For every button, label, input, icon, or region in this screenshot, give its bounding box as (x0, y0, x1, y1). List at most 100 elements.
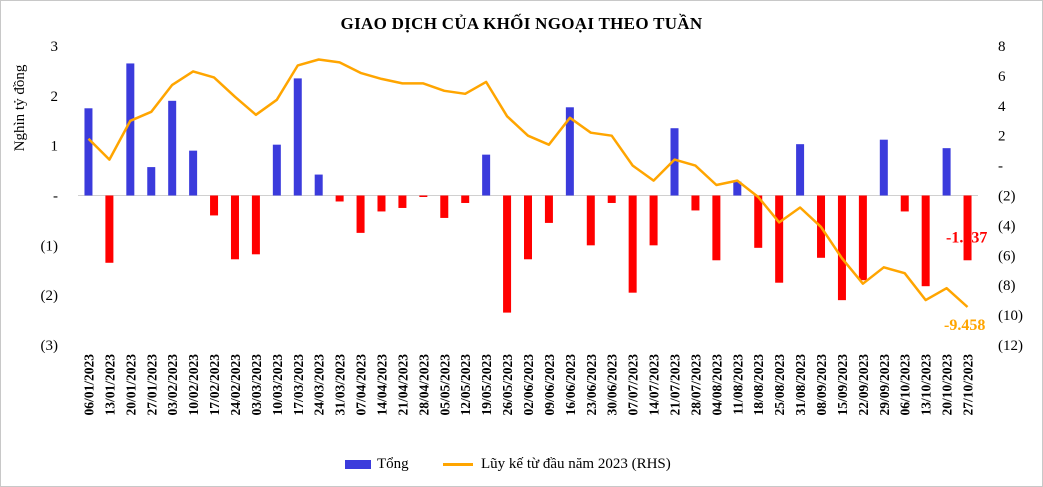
chart-title: GIAO DỊCH CỦA KHỐI NGOẠI THEO TUẦN (340, 14, 703, 33)
y-tick-label-left: (1) (41, 238, 59, 254)
legend-swatch-line (443, 463, 473, 466)
y-tick-label-left: 3 (51, 39, 59, 55)
y-tick-label-right: (12) (998, 338, 1023, 354)
x-tick-label: 10/02/2023 (186, 354, 201, 416)
bar (649, 195, 658, 246)
bar (754, 195, 763, 248)
x-tick-label: 31/03/2023 (333, 354, 348, 416)
bar (440, 195, 449, 218)
y-tick-label-left: (3) (41, 338, 59, 354)
x-tick-label: 27/01/2023 (144, 354, 159, 416)
x-tick-label: 26/05/2023 (500, 354, 515, 416)
x-tick-label: 13/01/2023 (102, 354, 117, 416)
bar (691, 195, 700, 211)
x-tick-label: 09/06/2023 (542, 354, 557, 416)
series-line-luy-ke (87, 58, 969, 308)
bar (837, 195, 846, 301)
bar (879, 139, 888, 196)
x-tick-label: 20/10/2023 (940, 354, 955, 416)
x-tick-label: 05/05/2023 (437, 354, 452, 416)
bar (921, 195, 930, 287)
x-tick-label: 20/01/2023 (123, 354, 138, 416)
x-tick-label: 30/06/2023 (605, 354, 620, 416)
bar (544, 195, 553, 223)
x-tick-label: 12/05/2023 (458, 354, 473, 416)
bar (963, 195, 972, 261)
x-tick-label: 06/01/2023 (82, 354, 97, 416)
x-tick-label: 14/04/2023 (375, 354, 390, 416)
x-tick-label: 25/08/2023 (772, 354, 787, 416)
bar (168, 100, 177, 196)
bar (210, 195, 219, 216)
x-tick-label: 10/03/2023 (270, 354, 285, 416)
x-tick-label: 24/02/2023 (228, 354, 243, 416)
y-tick-label-right: (6) (998, 248, 1016, 264)
y-tick-label-left: (2) (41, 288, 59, 304)
bar (628, 195, 637, 293)
bar (377, 195, 386, 212)
legend-item-luy-ke: Lũy kế từ đầu năm 2023 (RHS) (443, 456, 671, 473)
bar (775, 195, 784, 283)
bar (858, 195, 867, 281)
bar (251, 195, 260, 255)
bar (230, 195, 239, 260)
bar (105, 195, 114, 263)
y-tick-label-right: 6 (998, 69, 1006, 85)
bar (482, 154, 491, 196)
bar (900, 195, 909, 212)
bar (84, 108, 93, 196)
x-tick-label: 19/05/2023 (479, 354, 494, 416)
x-tick-label: 02/06/2023 (521, 354, 536, 416)
bar (670, 128, 679, 196)
x-tick-label: 31/08/2023 (793, 354, 808, 416)
bar (314, 174, 323, 196)
x-tick-label: 04/08/2023 (709, 354, 724, 416)
bar (524, 195, 532, 260)
bar (942, 148, 951, 196)
x-tick-label: 22/09/2023 (856, 354, 871, 416)
y-tick-label-left: 1 (51, 139, 59, 155)
bar (419, 195, 428, 197)
x-tick-label: 08/09/2023 (814, 354, 829, 416)
data-label-last-bar: -1.037 (946, 229, 987, 246)
bar (607, 195, 616, 203)
x-tick-label: 24/03/2023 (312, 354, 327, 416)
x-tick-label: 28/04/2023 (416, 354, 431, 416)
y-tick-label-right: 2 (998, 129, 1006, 145)
data-label-last-line: -9.458 (944, 317, 985, 334)
bar (293, 78, 302, 196)
x-tick-label: 21/07/2023 (668, 354, 683, 416)
legend-label-luy-ke: Lũy kế từ đầu năm 2023 (RHS) (481, 456, 671, 472)
bar (272, 144, 281, 196)
x-tick-label: 15/09/2023 (835, 354, 850, 416)
y-tick-label-left: - (53, 189, 58, 205)
bar (189, 150, 198, 196)
y-tick-label-right: - (998, 159, 1003, 175)
bar (398, 195, 407, 208)
x-tick-label: 07/04/2023 (354, 354, 369, 416)
x-tick-label: 21/04/2023 (395, 354, 410, 416)
x-tick-label: 23/06/2023 (584, 354, 599, 416)
x-tick-label: 14/07/2023 (647, 354, 662, 416)
bar (356, 195, 365, 233)
bar (712, 195, 721, 261)
x-tick-label: 17/03/2023 (291, 354, 306, 416)
bar (565, 107, 574, 196)
bar (461, 195, 470, 203)
x-tick-label: 28/07/2023 (688, 354, 703, 416)
bar (503, 195, 512, 313)
x-tick-label: 29/09/2023 (877, 354, 892, 416)
x-tick-label: 17/02/2023 (207, 354, 222, 416)
y-tick-label-right: (4) (998, 218, 1016, 234)
x-tick-label: 03/02/2023 (165, 354, 180, 416)
x-tick-label: 07/07/2023 (626, 354, 641, 416)
x-tick-label: 18/08/2023 (751, 354, 766, 416)
y-tick-label-right: 8 (998, 39, 1006, 55)
bar (733, 181, 742, 196)
y-tick-label-right: (8) (998, 278, 1016, 294)
legend-item-tong: Tổng (345, 456, 409, 473)
x-tick-label: 16/06/2023 (563, 354, 578, 416)
bar (586, 195, 595, 246)
